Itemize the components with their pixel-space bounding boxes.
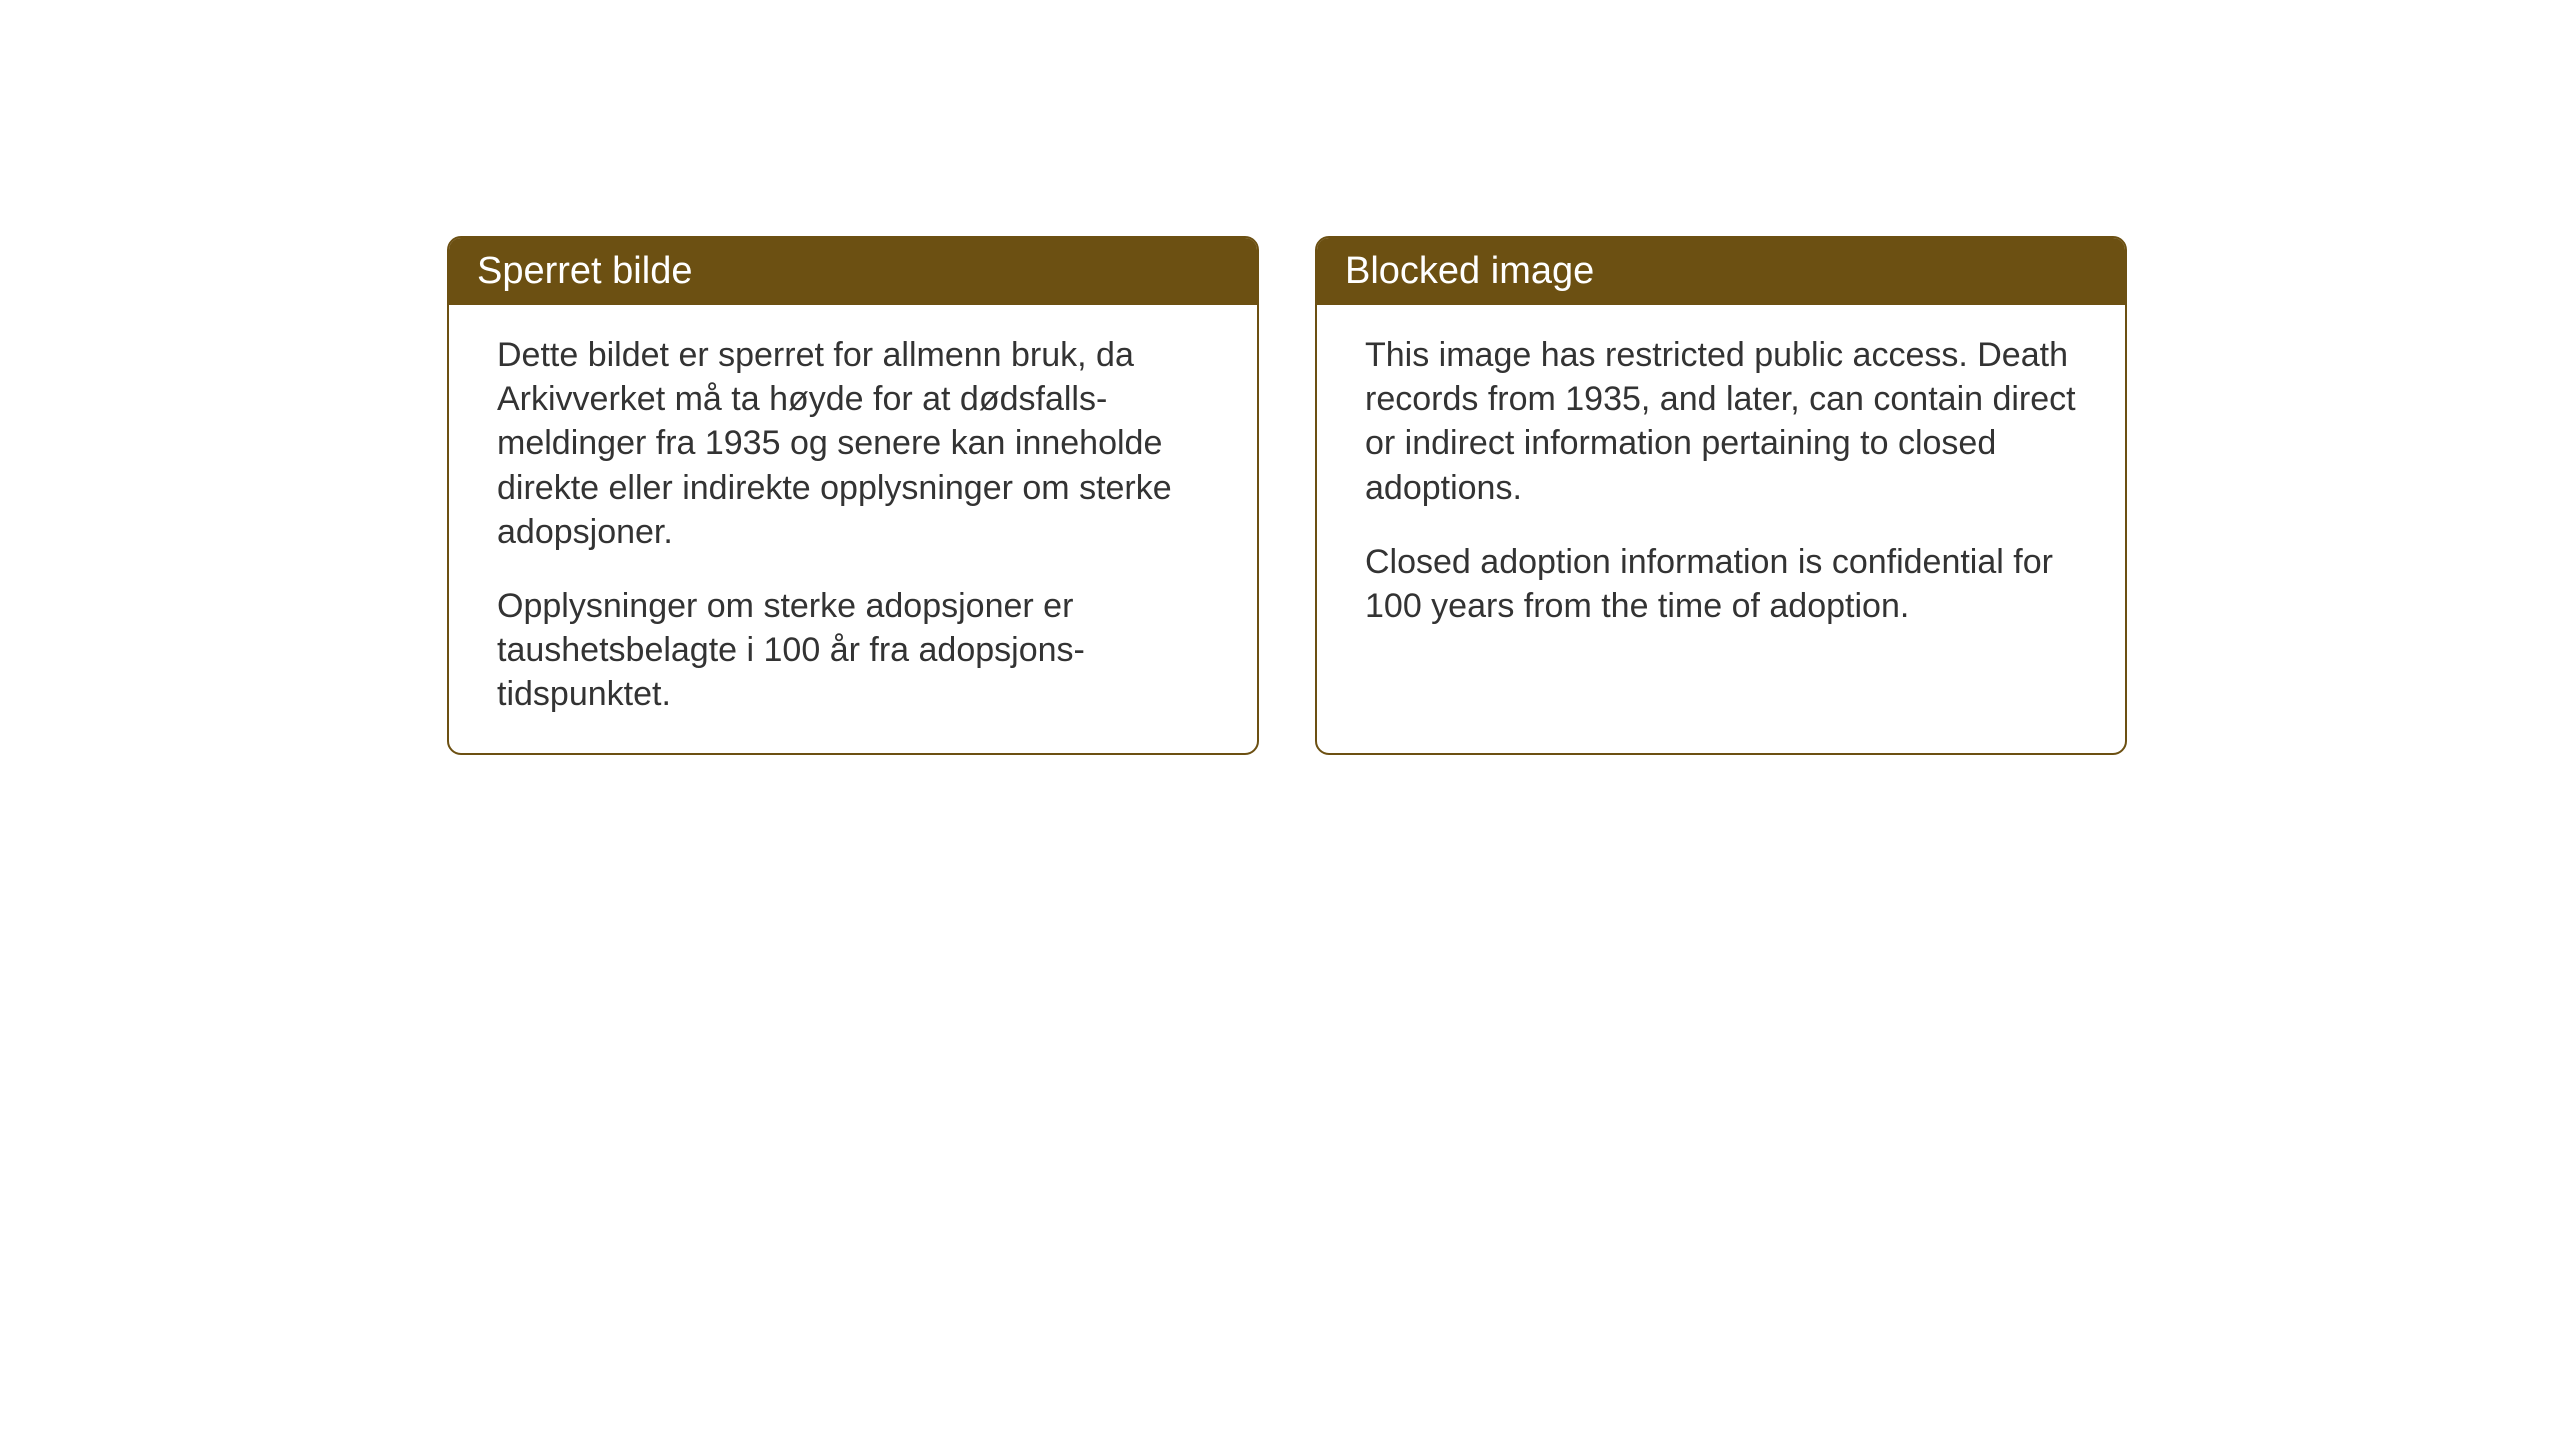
card-paragraph-2-english: Closed adoption information is confident… [1365,540,2077,628]
card-body-norwegian: Dette bildet er sperret for allmenn bruk… [449,305,1257,753]
card-header-norwegian: Sperret bilde [449,238,1257,305]
card-paragraph-2-norwegian: Opplysninger om sterke adopsjoner er tau… [497,584,1209,717]
card-paragraph-1-norwegian: Dette bildet er sperret for allmenn bruk… [497,333,1209,554]
card-title-english: Blocked image [1345,250,1594,292]
card-body-english: This image has restricted public access.… [1317,305,2125,664]
card-header-english: Blocked image [1317,238,2125,305]
notice-card-norwegian: Sperret bilde Dette bildet er sperret fo… [447,236,1259,755]
notice-card-english: Blocked image This image has restricted … [1315,236,2127,755]
card-paragraph-1-english: This image has restricted public access.… [1365,333,2077,510]
notice-container: Sperret bilde Dette bildet er sperret fo… [447,236,2127,755]
card-title-norwegian: Sperret bilde [477,250,692,292]
